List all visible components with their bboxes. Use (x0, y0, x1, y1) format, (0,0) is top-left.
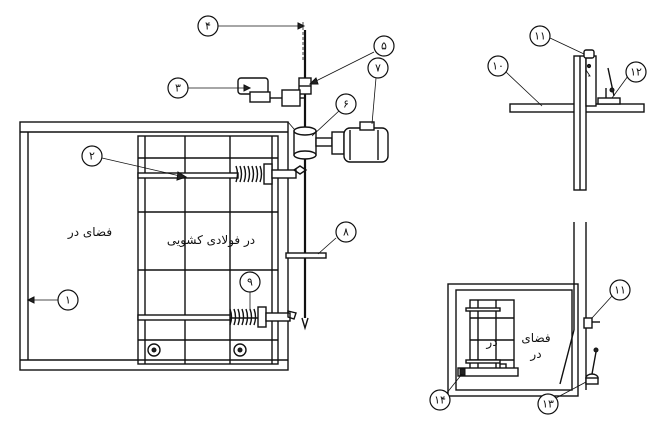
upper-locking-bolt (137, 163, 308, 185)
label-door-space-main: فضای در (67, 225, 112, 240)
door-space-frame (19, 121, 289, 371)
callout-3: ۳ (167, 77, 189, 99)
svg-text:۲: ۲ (89, 150, 95, 163)
svg-text:۹: ۹ (247, 276, 253, 289)
svg-text:۱۳: ۱۳ (542, 398, 554, 411)
callout-5: ۵ (373, 35, 395, 57)
bottom-door-detail (447, 222, 600, 397)
main-door-assembly (19, 22, 389, 371)
svg-text:۶: ۶ (343, 98, 349, 111)
callout-8: ۸ (335, 221, 357, 243)
small-door-frame (447, 283, 579, 397)
svg-text:۴: ۴ (205, 20, 211, 33)
rod-guide-plate (285, 252, 327, 259)
callout-4: ۴ (197, 15, 219, 37)
svg-text:۱۱: ۱۱ (534, 30, 546, 43)
callout-10: ۱۰ (487, 55, 509, 77)
lower-locking-bolt (137, 306, 297, 328)
callout-1: ۱ (57, 289, 79, 311)
svg-text:۱۱: ۱۱ (614, 284, 626, 297)
callout-9: ۹ (239, 271, 261, 293)
svg-text:۱۰: ۱۰ (492, 60, 504, 73)
svg-text:۵: ۵ (381, 40, 387, 53)
callout-2: ۲ (81, 145, 103, 167)
label-door-space-detail-2: در (529, 347, 541, 362)
callout-7: ۷ (367, 57, 389, 79)
label-steel-sliding-door: در فولادی کشویی (167, 233, 255, 248)
svg-text:۳: ۳ (175, 82, 181, 95)
callout-12: ۱۲ (625, 61, 647, 83)
top-track-detail (509, 49, 645, 191)
callout-13: ۱۳ (537, 393, 559, 415)
svg-text:۸: ۸ (343, 226, 349, 239)
rod-coupling (293, 126, 333, 160)
label-small-door: در (485, 335, 497, 350)
callout-14: ۱۴ (429, 389, 451, 411)
svg-text:۱: ۱ (65, 294, 71, 307)
label-door-space-detail-1: فضای (521, 331, 550, 345)
svg-text:۱۲: ۱۲ (630, 66, 642, 79)
limit-switch (298, 77, 312, 95)
callout-6: ۶ (335, 93, 357, 115)
callout-11-top: ۱۱ (529, 25, 551, 47)
solenoid-actuator (237, 77, 305, 107)
leader-lines (26, 22, 629, 399)
drive-motor (331, 121, 389, 163)
callout-11-bottom: ۱۱ (609, 279, 631, 301)
svg-text:۱۴: ۱۴ (434, 394, 446, 407)
svg-text:۷: ۷ (375, 62, 381, 75)
